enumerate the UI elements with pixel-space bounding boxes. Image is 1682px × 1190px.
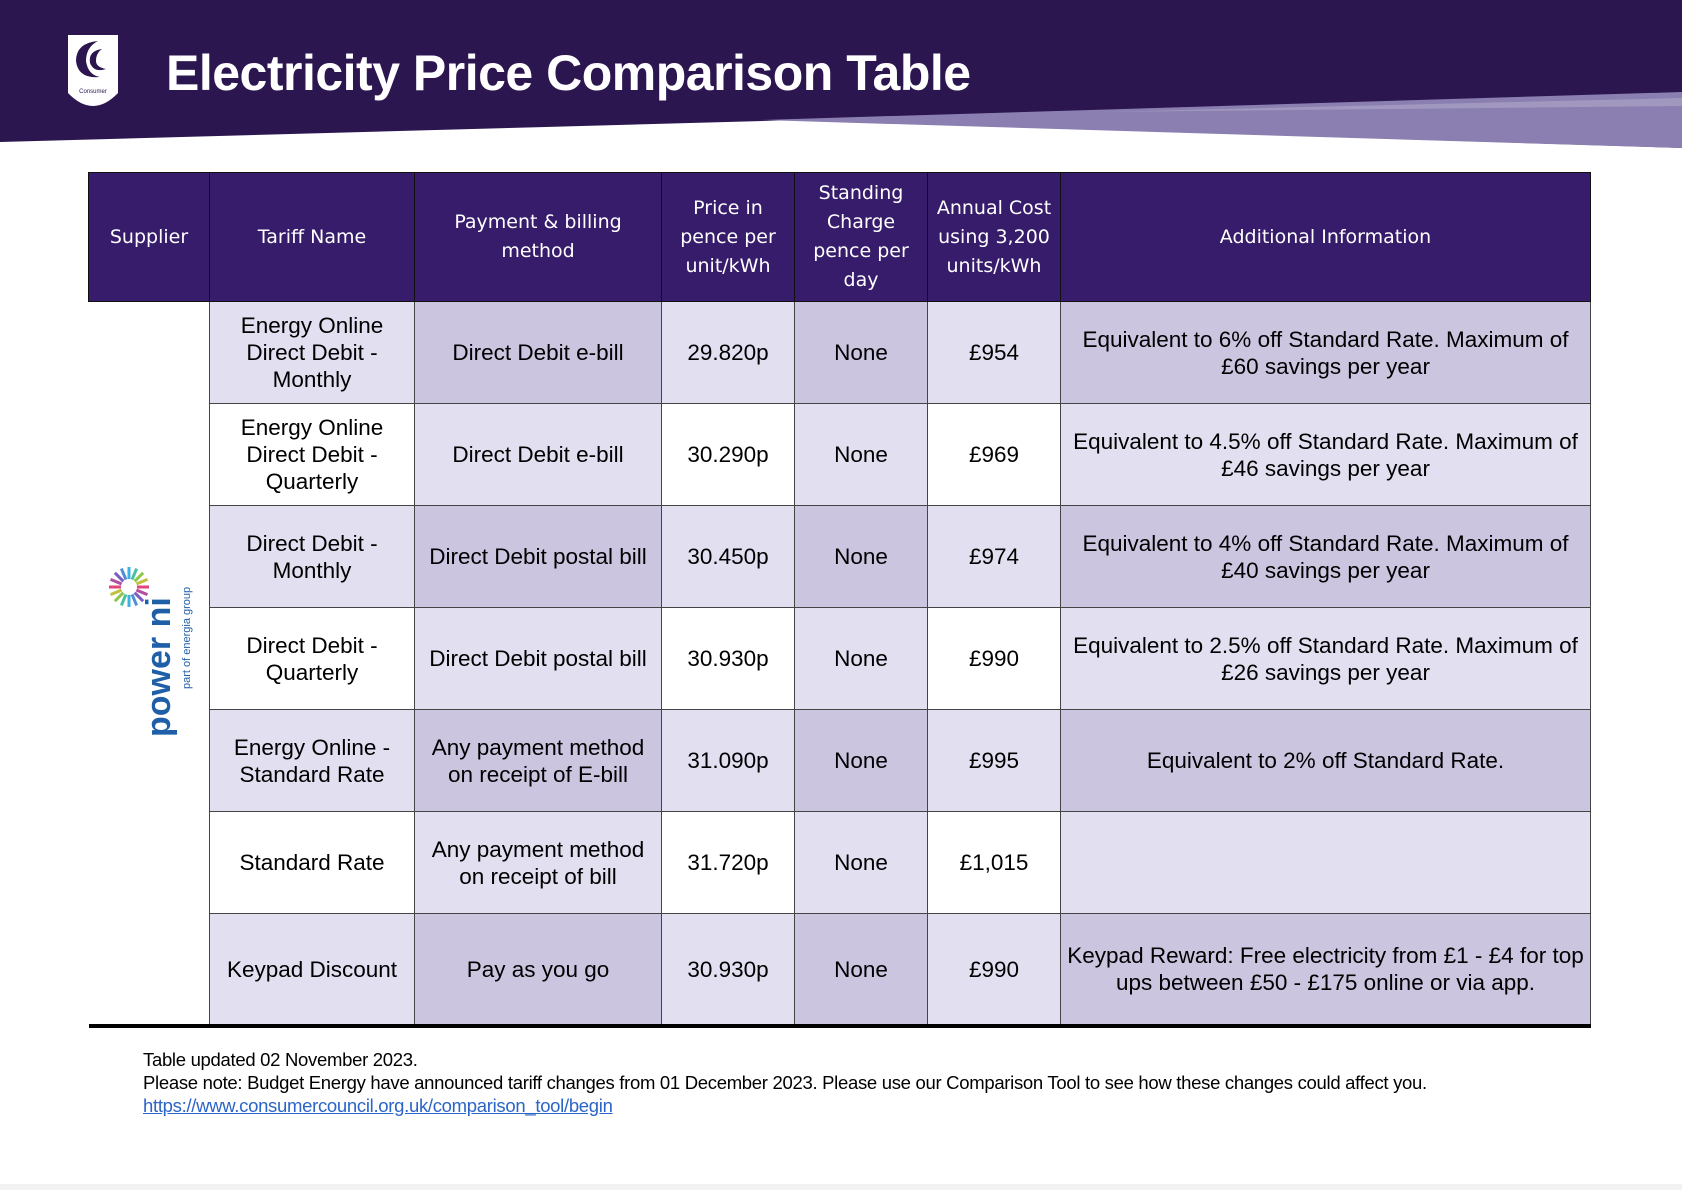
payment-cell: Direct Debit postal bill — [414, 607, 662, 710]
price-cell: 30.930p — [661, 607, 795, 710]
svg-text:Consumer: Consumer — [79, 89, 107, 95]
col-tariff: Tariff Name — [209, 172, 415, 302]
price-cell: 29.820p — [661, 301, 795, 404]
col-supplier: Supplier — [88, 172, 210, 302]
standing-cell: None — [794, 913, 928, 1028]
footer-notes: Table updated 02 November 2023. Please n… — [143, 1048, 1613, 1117]
tariff-cell: Direct Debit - Monthly — [209, 505, 415, 608]
updated-note: Table updated 02 November 2023. — [143, 1049, 418, 1070]
price-cell: 31.720p — [661, 811, 795, 914]
payment-cell: Any payment method on receipt of E-bill — [414, 709, 662, 812]
col-annual: Annual Cost using 3,200 units/kWh — [927, 172, 1061, 302]
info-cell: Equivalent to 4.5% off Standard Rate. Ma… — [1060, 403, 1591, 506]
tariff-cell: Energy Online Direct Debit - Monthly — [209, 301, 415, 404]
table-row: Energy Online Direct Debit - Quarterly Di… — [89, 403, 1591, 506]
table-row: Direct Debit - Quarterly Direct Debit pos… — [89, 607, 1591, 710]
table-row: Keypad Discount Pay as you go 30.930p None £… — [89, 913, 1591, 1028]
table-row: Energy Online - Standard Rate Any payment… — [89, 709, 1591, 812]
page-bottom-edge — [0, 1184, 1682, 1190]
payment-cell: Direct Debit postal bill — [414, 505, 662, 608]
standing-cell: None — [794, 607, 928, 710]
standing-cell: None — [794, 403, 928, 506]
annual-cell: £954 — [927, 301, 1061, 404]
info-cell: Equivalent to 6% off Standard Rate. Maxi… — [1060, 301, 1591, 404]
col-payment: Payment & billing method — [414, 172, 662, 302]
tariff-cell: Keypad Discount — [209, 913, 415, 1028]
info-cell: Keypad Reward: Free electricity from £1 … — [1060, 913, 1591, 1028]
annual-cell: £1,015 — [927, 811, 1061, 914]
annual-cell: £995 — [927, 709, 1061, 812]
payment-cell: Direct Debit e-bill — [414, 403, 662, 506]
price-cell: 30.450p — [661, 505, 795, 608]
payment-cell: Direct Debit e-bill — [414, 301, 662, 404]
table-row: Standard Rate Any payment method on recei… — [89, 811, 1591, 914]
comparison-tool-link[interactable]: https://www.consumercouncil.org.uk/compa… — [143, 1095, 613, 1116]
price-cell: 31.090p — [661, 709, 795, 812]
consumer-council-logo: Consumer — [68, 35, 118, 106]
info-cell: Equivalent to 4% off Standard Rate. Maxi… — [1060, 505, 1591, 608]
tariff-cell: Energy Online Direct Debit - Quarterly — [209, 403, 415, 506]
table-row: Direct Debit - Monthly Direct Debit posta… — [89, 505, 1591, 608]
col-info: Additional Information — [1060, 172, 1591, 302]
payment-cell: Any payment method on receipt of bill — [414, 811, 662, 914]
payment-cell: Pay as you go — [414, 913, 662, 1028]
tariff-cell: Standard Rate — [209, 811, 415, 914]
table-row: power ni part of energia group Energy Onli… — [88, 301, 1591, 1028]
svg-text:part of energia group: part of energia group — [181, 587, 193, 689]
info-cell — [1060, 811, 1591, 914]
tariff-cell: Direct Debit - Quarterly — [209, 607, 415, 710]
col-standing: Standing Charge pence per day — [794, 172, 928, 302]
standing-cell: None — [794, 811, 928, 914]
annual-cell: £990 — [927, 913, 1061, 1028]
tariff-change-note: Please note: Budget Energy have announce… — [143, 1072, 1427, 1093]
annual-cell: £974 — [927, 505, 1061, 608]
page-title: Electricity Price Comparison Table — [166, 45, 971, 101]
info-cell: Equivalent to 2% off Standard Rate. — [1060, 709, 1591, 812]
price-comparison-table: Supplier Tariff Name Payment & billing m… — [88, 172, 1591, 1028]
standing-cell: None — [794, 301, 928, 404]
supplier-cell: power ni part of energia group — [88, 301, 210, 1028]
header-banner — [0, 0, 1682, 148]
price-cell: 30.930p — [661, 913, 795, 1028]
standing-cell: None — [794, 505, 928, 608]
table-header-row: Supplier Tariff Name Payment & billing m… — [88, 172, 1591, 302]
price-cell: 30.290p — [661, 403, 795, 506]
info-cell: Equivalent to 2.5% off Standard Rate. Ma… — [1060, 607, 1591, 710]
standing-cell: None — [794, 709, 928, 812]
power-ni-logo: power ni part of energia group — [108, 567, 193, 737]
svg-text:power ni: power ni — [140, 597, 178, 737]
col-price: Price in pence per unit/kWh — [661, 172, 795, 302]
annual-cell: £990 — [927, 607, 1061, 710]
annual-cell: £969 — [927, 403, 1061, 506]
tariff-cell: Energy Online - Standard Rate — [209, 709, 415, 812]
